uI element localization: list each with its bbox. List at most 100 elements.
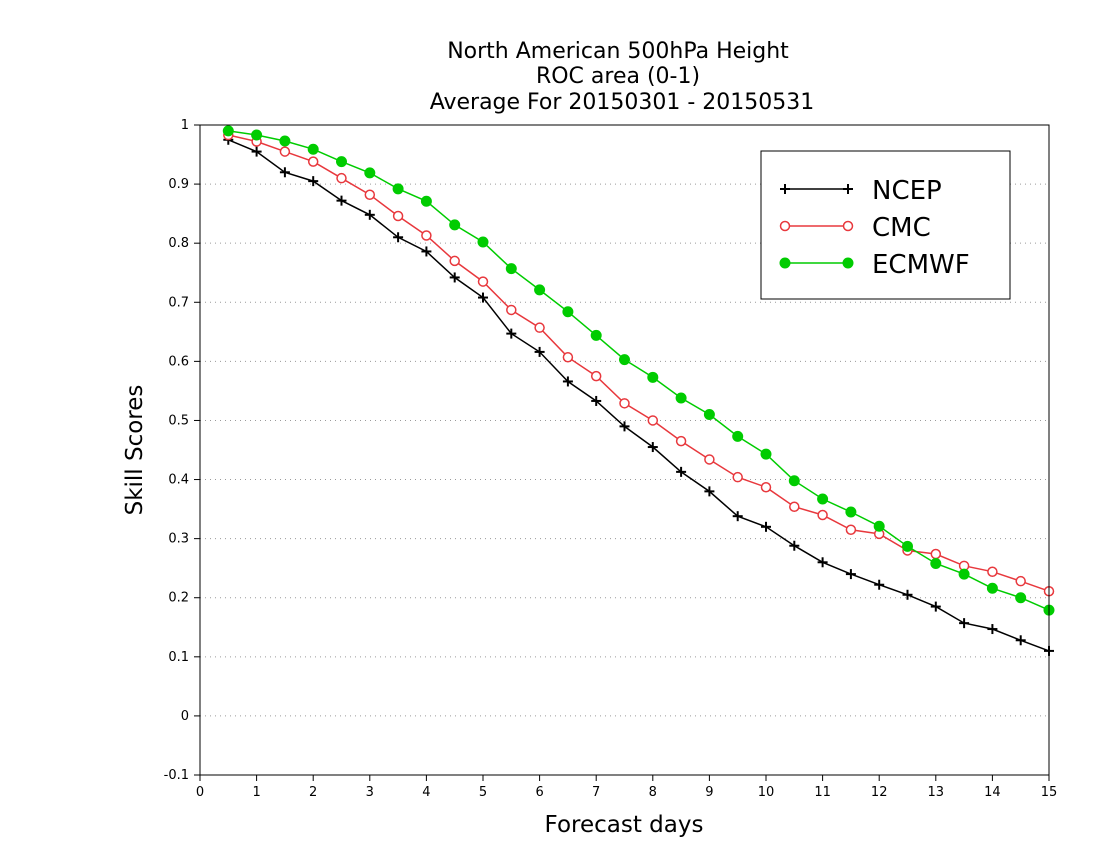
legend-label-ecmwf: ECMWF: [872, 250, 970, 280]
data-point-ncep: [421, 246, 432, 257]
data-point-cmc: [506, 304, 517, 316]
x-tick-label: 15: [1041, 785, 1058, 800]
legend-marker-ncep: [843, 184, 853, 194]
data-point-ecmwf: [307, 143, 319, 155]
data-point-cmc: [930, 548, 942, 560]
x-tick-label: 9: [705, 785, 713, 800]
data-point-ecmwf: [364, 167, 376, 179]
data-point-ecmwf: [534, 284, 546, 296]
data-point-ncep: [676, 466, 687, 477]
data-point-ncep: [364, 209, 375, 220]
data-point-ncep: [845, 569, 856, 580]
data-point-cmc: [845, 524, 857, 536]
y-tick-label: 0.8: [168, 236, 189, 251]
legend-marker-ecmwf: [842, 257, 854, 269]
data-point-ncep: [591, 395, 602, 406]
data-point-ecmwf: [279, 135, 291, 147]
x-tick-label: 10: [758, 785, 775, 800]
legend-marker-cmc: [779, 220, 791, 232]
y-tick-label: 0.1: [168, 650, 189, 665]
y-tick-label: 0.6: [168, 354, 189, 369]
y-tick-label: 0.4: [168, 473, 189, 488]
legend-box: [760, 150, 1011, 300]
data-point-ecmwf: [873, 520, 885, 532]
x-axis-label: Forecast days: [545, 812, 704, 838]
data-point-ecmwf: [449, 219, 461, 231]
y-tick-label: 0.5: [168, 413, 189, 428]
data-point-ecmwf: [251, 129, 263, 141]
y-tick-label: 0.9: [168, 177, 189, 192]
data-point-ecmwf: [392, 183, 404, 195]
data-point-cmc: [704, 454, 715, 465]
data-point-cmc: [647, 415, 659, 426]
data-point-cmc: [1015, 575, 1026, 587]
data-point-ncep: [761, 521, 771, 532]
data-point-ncep: [562, 376, 573, 387]
x-tick-label: 12: [871, 785, 888, 800]
data-point-ecmwf: [817, 493, 829, 505]
x-tick-label: 11: [814, 785, 831, 800]
y-tick-label: 1: [181, 118, 189, 133]
data-point-ecmwf: [732, 430, 744, 442]
data-point-ecmwf: [760, 448, 772, 460]
data-point-cmc: [562, 351, 574, 363]
data-point-ncep: [789, 540, 800, 551]
data-point-ncep: [874, 579, 885, 590]
data-point-ecmwf: [590, 329, 602, 341]
data-point-cmc: [732, 471, 743, 483]
data-point-cmc: [987, 566, 998, 577]
data-point-cmc: [307, 156, 319, 167]
y-tick-label: -0.1: [164, 768, 189, 783]
y-tick-label: 0.2: [168, 591, 189, 606]
data-point-ncep: [619, 421, 630, 432]
data-point-ncep: [902, 589, 913, 600]
data-point-ecmwf: [505, 263, 517, 275]
data-point-ncep: [647, 442, 658, 453]
data-point-ncep: [478, 292, 488, 303]
data-point-ncep: [279, 167, 290, 178]
data-point-cmc: [817, 509, 828, 521]
data-point-ncep: [959, 618, 970, 629]
chart-subtitle-date-range: Average For 20150301 - 20150531: [430, 90, 815, 115]
data-point-cmc: [364, 189, 376, 200]
legend-marker-cmc: [842, 220, 854, 232]
legend-marker-ncep: [780, 184, 790, 194]
data-point-ecmwf: [703, 409, 715, 421]
data-point-ncep: [817, 557, 828, 568]
data-point-ncep: [393, 232, 404, 243]
y-axis-label: Skill Scores: [122, 385, 148, 516]
data-point-cmc: [619, 398, 630, 409]
data-point-cmc: [279, 146, 291, 157]
data-point-ecmwf: [420, 195, 432, 207]
data-point-ecmwf: [477, 236, 489, 248]
data-point-ecmwf: [336, 156, 347, 168]
data-point-cmc: [449, 255, 460, 267]
data-point-ecmwf: [930, 557, 942, 569]
x-tick-label: 2: [309, 785, 317, 800]
x-tick-label: 3: [366, 785, 374, 800]
data-point-ncep: [336, 195, 347, 206]
chart-title: North American 500hPa Height: [447, 39, 789, 64]
x-tick-label: 13: [928, 785, 945, 800]
data-point-cmc: [534, 322, 545, 333]
series-line-ncep: [228, 139, 1050, 652]
data-point-ecmwf: [845, 506, 857, 518]
data-point-ecmwf: [562, 306, 574, 318]
data-point-ncep: [732, 511, 743, 522]
data-point-ecmwf: [675, 392, 687, 404]
data-point-ecmwf: [986, 582, 998, 594]
x-tick-label: 0: [196, 785, 204, 800]
x-tick-label: 7: [592, 785, 600, 800]
y-tick-label: 0: [181, 709, 189, 724]
data-point-ecmwf: [1015, 592, 1027, 604]
y-tick-label: 0.7: [168, 295, 189, 310]
data-point-ncep: [1015, 635, 1026, 646]
y-tick-label: 0.3: [168, 532, 189, 547]
data-point-ncep: [506, 328, 517, 339]
x-tick-label: 14: [984, 785, 1001, 800]
legend-marker-ecmwf: [779, 257, 791, 269]
data-point-ecmwf: [222, 125, 234, 137]
data-point-ecmwf: [902, 540, 913, 552]
